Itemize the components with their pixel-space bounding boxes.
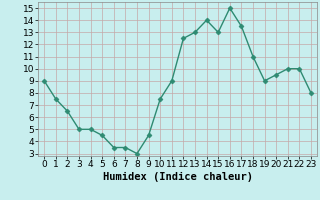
X-axis label: Humidex (Indice chaleur): Humidex (Indice chaleur) bbox=[103, 172, 252, 182]
